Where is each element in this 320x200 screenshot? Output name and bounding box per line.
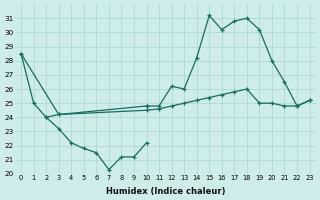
X-axis label: Humidex (Indice chaleur): Humidex (Indice chaleur) [106, 187, 225, 196]
